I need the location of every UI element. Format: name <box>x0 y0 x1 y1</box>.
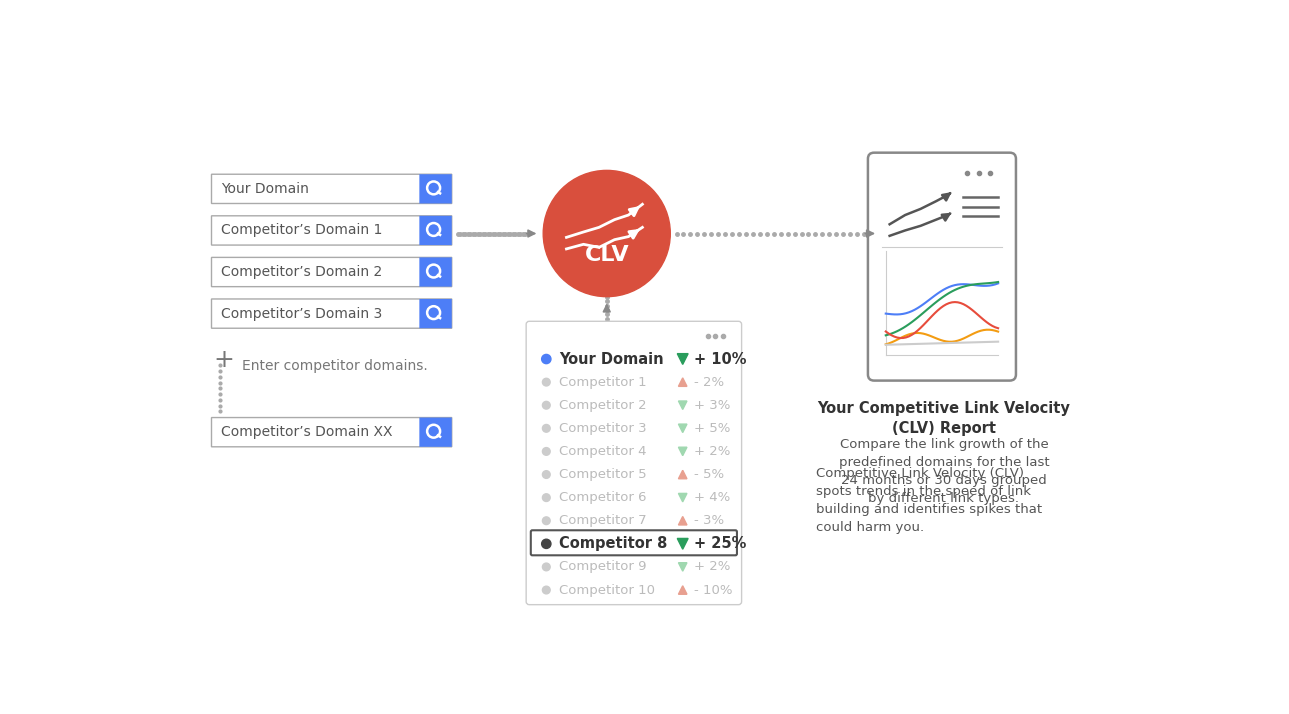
Text: Competitive Link Velocity (CLV)
spots trends in the speed of link
building and i: Competitive Link Velocity (CLV) spots tr… <box>816 467 1042 534</box>
Circle shape <box>543 171 670 296</box>
FancyBboxPatch shape <box>211 418 451 447</box>
FancyBboxPatch shape <box>419 174 451 203</box>
Text: CLV: CLV <box>584 245 629 265</box>
Text: Competitor 3: Competitor 3 <box>558 422 646 435</box>
Polygon shape <box>678 585 687 594</box>
Text: Your Domain: Your Domain <box>220 182 308 196</box>
FancyBboxPatch shape <box>419 299 451 328</box>
Text: + 2%: + 2% <box>693 560 730 573</box>
Text: - 5%: - 5% <box>693 468 723 481</box>
Polygon shape <box>677 353 688 364</box>
Text: Competitor’s Domain 3: Competitor’s Domain 3 <box>220 306 382 321</box>
Text: - 10%: - 10% <box>693 583 732 596</box>
Circle shape <box>543 586 550 594</box>
Polygon shape <box>677 538 688 549</box>
Text: Enter competitor domains.: Enter competitor domains. <box>242 359 428 373</box>
Text: + 25%: + 25% <box>693 536 746 551</box>
FancyBboxPatch shape <box>211 216 451 245</box>
Text: + 10%: + 10% <box>693 351 746 366</box>
FancyBboxPatch shape <box>211 174 451 203</box>
Text: + 4%: + 4% <box>693 491 730 504</box>
Text: Compare the link growth of the
predefined domains for the last
24 months or 30 d: Compare the link growth of the predefine… <box>839 438 1049 506</box>
Polygon shape <box>678 378 687 386</box>
Text: Competitor 7: Competitor 7 <box>558 514 646 527</box>
Polygon shape <box>678 447 687 456</box>
Circle shape <box>543 401 550 409</box>
FancyBboxPatch shape <box>211 257 451 286</box>
Text: Competitor’s Domain XX: Competitor’s Domain XX <box>220 425 392 439</box>
Text: Competitor 1: Competitor 1 <box>558 376 646 388</box>
Text: + 2%: + 2% <box>693 445 730 458</box>
FancyBboxPatch shape <box>531 531 737 555</box>
Text: Competitor’s Domain 2: Competitor’s Domain 2 <box>220 265 382 279</box>
Text: + 5%: + 5% <box>693 422 730 435</box>
FancyBboxPatch shape <box>867 153 1016 381</box>
Text: Your Domain: Your Domain <box>558 351 664 366</box>
FancyBboxPatch shape <box>419 418 451 447</box>
Circle shape <box>543 563 550 570</box>
Text: Competitor 9: Competitor 9 <box>558 560 646 573</box>
Polygon shape <box>678 471 687 479</box>
Text: Competitor 4: Competitor 4 <box>558 445 646 458</box>
Polygon shape <box>678 516 687 525</box>
Circle shape <box>543 494 550 501</box>
Polygon shape <box>678 424 687 433</box>
FancyBboxPatch shape <box>211 299 451 328</box>
FancyBboxPatch shape <box>526 321 741 605</box>
Circle shape <box>543 425 550 432</box>
Polygon shape <box>678 401 687 409</box>
Polygon shape <box>678 493 687 502</box>
Circle shape <box>543 471 550 478</box>
Circle shape <box>543 517 550 525</box>
FancyBboxPatch shape <box>419 257 451 286</box>
Circle shape <box>541 354 550 363</box>
Circle shape <box>541 539 550 548</box>
Text: Competitor 6: Competitor 6 <box>558 491 646 504</box>
Text: Competitor’s Domain 1: Competitor’s Domain 1 <box>220 223 382 238</box>
Polygon shape <box>678 563 687 571</box>
Text: Competitor 8: Competitor 8 <box>558 536 668 551</box>
FancyBboxPatch shape <box>419 216 451 245</box>
Circle shape <box>543 448 550 456</box>
Text: +: + <box>213 348 233 372</box>
Text: - 2%: - 2% <box>693 376 723 388</box>
Circle shape <box>543 378 550 386</box>
Text: Competitor 5: Competitor 5 <box>558 468 646 481</box>
Text: Competitor 2: Competitor 2 <box>558 398 646 412</box>
Text: Competitor 10: Competitor 10 <box>558 583 655 596</box>
Text: - 3%: - 3% <box>693 514 723 527</box>
Text: + 3%: + 3% <box>693 398 730 412</box>
Text: Your Competitive Link Velocity
(CLV) Report: Your Competitive Link Velocity (CLV) Rep… <box>817 401 1070 436</box>
